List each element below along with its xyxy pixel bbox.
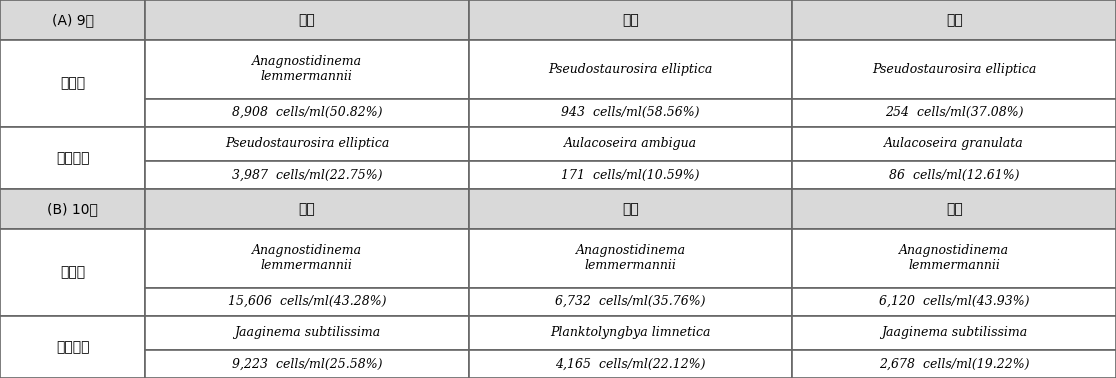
Bar	[792, 161, 1116, 189]
Bar	[0, 189, 145, 229]
Bar	[469, 189, 792, 229]
Text: 표층: 표층	[298, 13, 316, 27]
Text: Anagnostidinema
lemmermannii: Anagnostidinema lemmermannii	[252, 55, 362, 84]
Bar	[792, 350, 1116, 378]
Bar	[469, 0, 792, 40]
Text: Planktolyngbya limnetica: Planktolyngbya limnetica	[550, 327, 711, 339]
Bar	[792, 229, 1116, 288]
Bar	[0, 127, 145, 189]
Text: 표층: 표층	[298, 202, 316, 216]
Text: 4,165  cells/ml(22.12%): 4,165 cells/ml(22.12%)	[556, 358, 705, 370]
Bar	[145, 350, 469, 378]
Bar	[792, 99, 1116, 127]
Text: 86  cells/ml(12.61%): 86 cells/ml(12.61%)	[889, 169, 1019, 181]
Text: 중층: 중층	[622, 202, 639, 216]
Bar	[469, 161, 792, 189]
Bar	[469, 40, 792, 99]
Text: 254  cells/ml(37.08%): 254 cells/ml(37.08%)	[885, 106, 1023, 119]
Text: (A) 9월: (A) 9월	[51, 13, 94, 27]
Text: 9,223  cells/ml(25.58%): 9,223 cells/ml(25.58%)	[232, 358, 382, 370]
Bar	[469, 127, 792, 161]
Bar	[469, 316, 792, 350]
Bar	[0, 316, 145, 378]
Bar	[145, 316, 469, 350]
Bar	[792, 40, 1116, 99]
Bar	[145, 40, 469, 99]
Text: Jaaginema subtilissima: Jaaginema subtilissima	[233, 327, 381, 339]
Text: 943  cells/ml(58.56%): 943 cells/ml(58.56%)	[561, 106, 700, 119]
Text: 15,606  cells/ml(43.28%): 15,606 cells/ml(43.28%)	[228, 295, 386, 308]
Bar	[145, 127, 469, 161]
Bar	[145, 161, 469, 189]
Bar	[145, 0, 469, 40]
Text: 6,120  cells/ml(43.93%): 6,120 cells/ml(43.93%)	[879, 295, 1029, 308]
Text: Jaaginema subtilissima: Jaaginema subtilissima	[881, 327, 1028, 339]
Text: Aulacoseira granulata: Aulacoseira granulata	[884, 138, 1024, 150]
Text: 우점종: 우점종	[60, 265, 85, 279]
Bar	[792, 316, 1116, 350]
Text: Pseudostaurosira elliptica: Pseudostaurosira elliptica	[548, 63, 713, 76]
Text: 2,678  cells/ml(19.22%): 2,678 cells/ml(19.22%)	[879, 358, 1029, 370]
Bar	[469, 99, 792, 127]
Text: 저층: 저층	[945, 202, 963, 216]
Text: Aulacoseira ambigua: Aulacoseira ambigua	[564, 138, 698, 150]
Text: 171  cells/ml(10.59%): 171 cells/ml(10.59%)	[561, 169, 700, 181]
Text: 저층: 저층	[945, 13, 963, 27]
Bar	[792, 189, 1116, 229]
Bar	[145, 99, 469, 127]
Text: 아우점종: 아우점종	[56, 340, 89, 354]
Text: 3,987  cells/ml(22.75%): 3,987 cells/ml(22.75%)	[232, 169, 382, 181]
Bar	[145, 288, 469, 316]
Text: 8,908  cells/ml(50.82%): 8,908 cells/ml(50.82%)	[232, 106, 382, 119]
Bar	[145, 189, 469, 229]
Bar	[145, 229, 469, 288]
Text: (B) 10월: (B) 10월	[47, 202, 98, 216]
Bar	[792, 288, 1116, 316]
Text: 중층: 중층	[622, 13, 639, 27]
Bar	[792, 127, 1116, 161]
Text: 6,732  cells/ml(35.76%): 6,732 cells/ml(35.76%)	[556, 295, 705, 308]
Text: Pseudostaurosira elliptica: Pseudostaurosira elliptica	[872, 63, 1037, 76]
Text: 아우점종: 아우점종	[56, 151, 89, 165]
Bar	[469, 229, 792, 288]
Bar	[0, 0, 145, 40]
Text: Anagnostidinema
lemmermannii: Anagnostidinema lemmermannii	[899, 244, 1009, 273]
Text: 우점종: 우점종	[60, 76, 85, 90]
Bar	[469, 350, 792, 378]
Bar	[792, 0, 1116, 40]
Bar	[0, 40, 145, 127]
Bar	[469, 288, 792, 316]
Text: Anagnostidinema
lemmermannii: Anagnostidinema lemmermannii	[576, 244, 685, 273]
Bar	[0, 229, 145, 316]
Text: Pseudostaurosira elliptica: Pseudostaurosira elliptica	[224, 138, 389, 150]
Text: Anagnostidinema
lemmermannii: Anagnostidinema lemmermannii	[252, 244, 362, 273]
